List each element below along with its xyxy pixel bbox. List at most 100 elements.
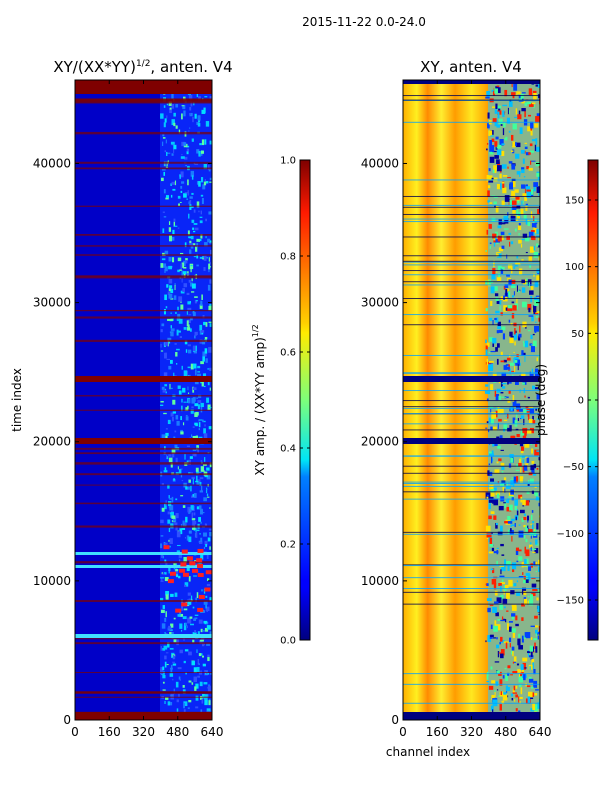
phase-speckle-cell <box>485 349 488 356</box>
amplitude-speckle-cell <box>187 230 190 236</box>
amplitude-speckle-cell <box>196 238 201 242</box>
phase-flag-line <box>403 298 540 300</box>
phase-speckle-cell <box>530 121 534 129</box>
phase-speckle-cell <box>517 549 522 552</box>
amplitude-speckle-cell <box>182 520 185 526</box>
phase-speckle-cell <box>538 631 540 635</box>
phase-speckle-cell <box>522 572 524 576</box>
phase-speckle-cell <box>505 642 508 649</box>
amplitude-speckle-cell <box>207 382 210 386</box>
phase-speckle-cell <box>537 311 540 314</box>
amplitude-speckle-cell <box>181 405 183 412</box>
amplitude-speckle-cell <box>188 576 191 582</box>
phase-speckle-cell <box>513 476 517 484</box>
phase-speckle-cell <box>506 560 511 566</box>
phase-speckle-cell <box>534 548 539 554</box>
phase-speckle-cell <box>485 583 487 586</box>
phase-speckle-cell <box>500 543 504 547</box>
amplitude-speckle-cell <box>204 627 209 632</box>
phase-speckle-cell <box>502 598 508 604</box>
phase-speckle-cell <box>510 215 516 222</box>
phase-speckle-cell <box>533 251 539 258</box>
phase-speckle-cell <box>527 650 529 657</box>
phase-speckle-cell <box>490 478 495 482</box>
amplitude-speckle-cell <box>174 592 178 597</box>
phase-speckle-cell <box>519 127 523 134</box>
phase-speckle-cell <box>500 312 503 316</box>
phase-speckle-cell <box>490 666 493 670</box>
phase-speckle-cell <box>508 232 512 235</box>
amplitude-speckle-cell <box>208 240 212 243</box>
amplitude-speckle-cell <box>205 121 210 127</box>
phase-speckle-cell <box>516 215 521 219</box>
phase-speckle-cell <box>494 87 498 94</box>
phase-speckle-cell <box>498 458 502 462</box>
amplitude-speckle-cell <box>199 220 203 224</box>
phase-speckle-cell <box>537 413 540 416</box>
phase-speckle-cell <box>488 337 494 342</box>
phase-speckle-cell <box>520 244 523 248</box>
phase-flag-line <box>403 406 540 408</box>
phase-speckle-cell <box>488 496 494 503</box>
amplitude-speckle-cell <box>165 652 169 654</box>
amplitude-speckle-cell <box>190 317 193 321</box>
phase-speckle-cell <box>531 102 536 105</box>
amplitude-speckle-cell <box>203 107 206 113</box>
amplitude-speckle-cell <box>165 562 168 565</box>
phase-speckle-cell <box>485 339 487 344</box>
amplitude-speckle-cell <box>192 312 196 317</box>
phase-speckle-cell <box>500 360 505 363</box>
phase-speckle-cell <box>496 597 502 604</box>
amplitude-speckle-cell <box>191 527 196 530</box>
amplitude-speckle-cell <box>180 523 182 527</box>
amplitude-speckle-cell <box>181 480 184 482</box>
phase-speckle-cell <box>534 371 540 378</box>
amplitude-speckle-cell <box>195 480 199 483</box>
phase-speckle-cell <box>528 678 534 683</box>
amplitude-speckle-cell <box>183 703 185 709</box>
phase-speckle-cell <box>532 219 537 223</box>
amplitude-speckle-cell <box>173 688 175 694</box>
phase-speckle-cell <box>519 673 521 677</box>
phase-speckle-cell <box>492 337 497 344</box>
phase-speckle-cell <box>497 406 500 414</box>
phase-speckle-cell <box>530 637 533 640</box>
phase-speckle-cell <box>509 362 515 366</box>
amplitude-speckle-cell <box>168 278 173 284</box>
phase-speckle-cell <box>522 211 526 213</box>
phase-speckle-cell <box>491 579 497 585</box>
phase-speckle-cell <box>521 108 526 112</box>
phase-speckle-cell <box>536 243 539 247</box>
amplitude-speckle-cell <box>176 348 180 351</box>
phase-speckle-cell <box>508 496 514 498</box>
phase-speckle-cell <box>496 670 500 674</box>
phase-speckle-cell <box>493 515 497 520</box>
phase-speckle-cell <box>504 618 507 623</box>
amplitude-hot-cell <box>186 556 193 561</box>
phase-speckle-cell <box>518 524 521 526</box>
phase-speckle-cell <box>497 422 499 429</box>
amplitude-flag-line <box>75 599 212 603</box>
amplitude-speckle-cell <box>188 512 191 514</box>
phase-speckle-cell <box>493 498 499 506</box>
phase-speckle-cell <box>500 268 504 274</box>
phase-speckle-cell <box>537 208 540 215</box>
amplitude-speckle-cell <box>194 617 198 620</box>
phase-speckle-cell <box>497 321 501 327</box>
phase-speckle-cell <box>536 450 540 452</box>
amplitude-speckle-cell <box>172 661 176 663</box>
amplitude-horizontal-lines <box>75 80 212 720</box>
phase-speckle-cell <box>518 110 521 117</box>
phase-speckle-cell <box>525 525 528 533</box>
amplitude-speckle-cell <box>179 528 183 535</box>
phase-speckle-cell <box>504 667 507 670</box>
amplitude-speckle-cell <box>168 365 172 370</box>
amplitude-speckle-cell <box>165 391 167 394</box>
phase-speckle-cell <box>500 594 504 601</box>
amplitude-speckle-cell <box>163 216 167 218</box>
amplitude-speckle-cell <box>194 227 199 231</box>
phase-speckle-cell <box>518 576 524 578</box>
amplitude-speckle-cell <box>194 163 199 165</box>
phase-speckle-cell <box>492 568 495 574</box>
amplitude-speckle-cell <box>204 242 208 247</box>
